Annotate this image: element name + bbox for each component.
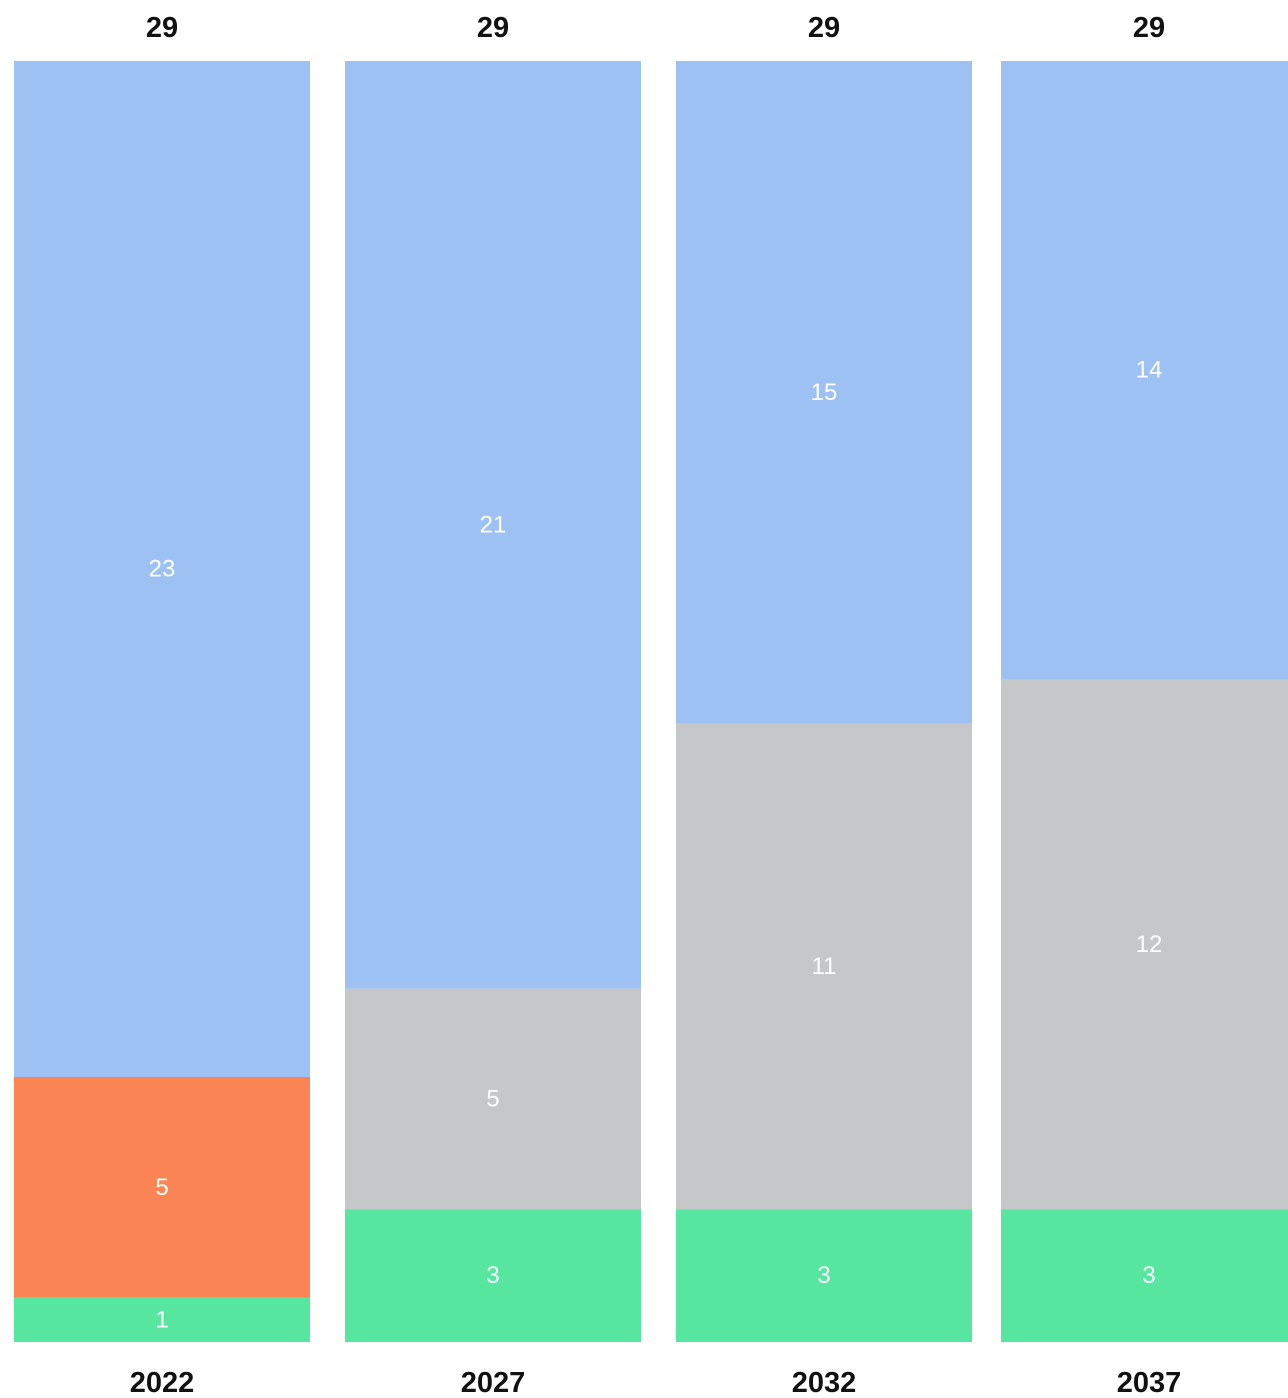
bar-total-label: 29 [146, 12, 178, 44]
x-tick-label: 2027 [461, 1367, 526, 1398]
bar-total-label: 29 [1133, 12, 1165, 44]
segment-value-label: 5 [486, 1086, 499, 1113]
bar-segment-2037-s3 [1001, 61, 1288, 680]
bar-segment-2027-s2 [345, 988, 641, 1210]
segment-value-label: 12 [1136, 931, 1163, 958]
segment-value-label: 3 [817, 1262, 830, 1289]
bar-segment-2022-s1 [14, 1076, 310, 1298]
segment-value-label: 23 [149, 555, 176, 582]
bar-segment-2022-s3 [14, 61, 310, 1077]
bar-segment-2032-s3 [676, 61, 972, 724]
segment-value-label: 3 [486, 1262, 499, 1289]
x-tick-label: 2037 [1117, 1367, 1182, 1398]
segment-value-label: 3 [1142, 1262, 1155, 1289]
segment-value-label: 11 [812, 953, 837, 980]
bar-segment-2027-s0 [345, 1209, 641, 1342]
segment-value-label: 5 [155, 1174, 168, 1201]
bar-segment-2032-s0 [676, 1209, 972, 1342]
bar-segment-2027-s3 [345, 61, 641, 989]
x-tick-label: 2022 [130, 1367, 195, 1398]
segment-value-label: 15 [811, 379, 838, 406]
bar-total-label: 29 [808, 12, 840, 44]
segment-value-label: 1 [155, 1306, 168, 1333]
x-tick-label: 2032 [792, 1367, 857, 1398]
bar-total-label: 29 [477, 12, 509, 44]
bar-segment-2037-s0 [1001, 1209, 1288, 1342]
segment-value-label: 14 [1136, 357, 1163, 384]
bar-segment-2037-s2 [1001, 679, 1288, 1210]
segment-value-label: 21 [480, 511, 507, 538]
bar-segment-2022-s0 [14, 1297, 310, 1342]
bar-segment-2032-s2 [676, 723, 972, 1210]
